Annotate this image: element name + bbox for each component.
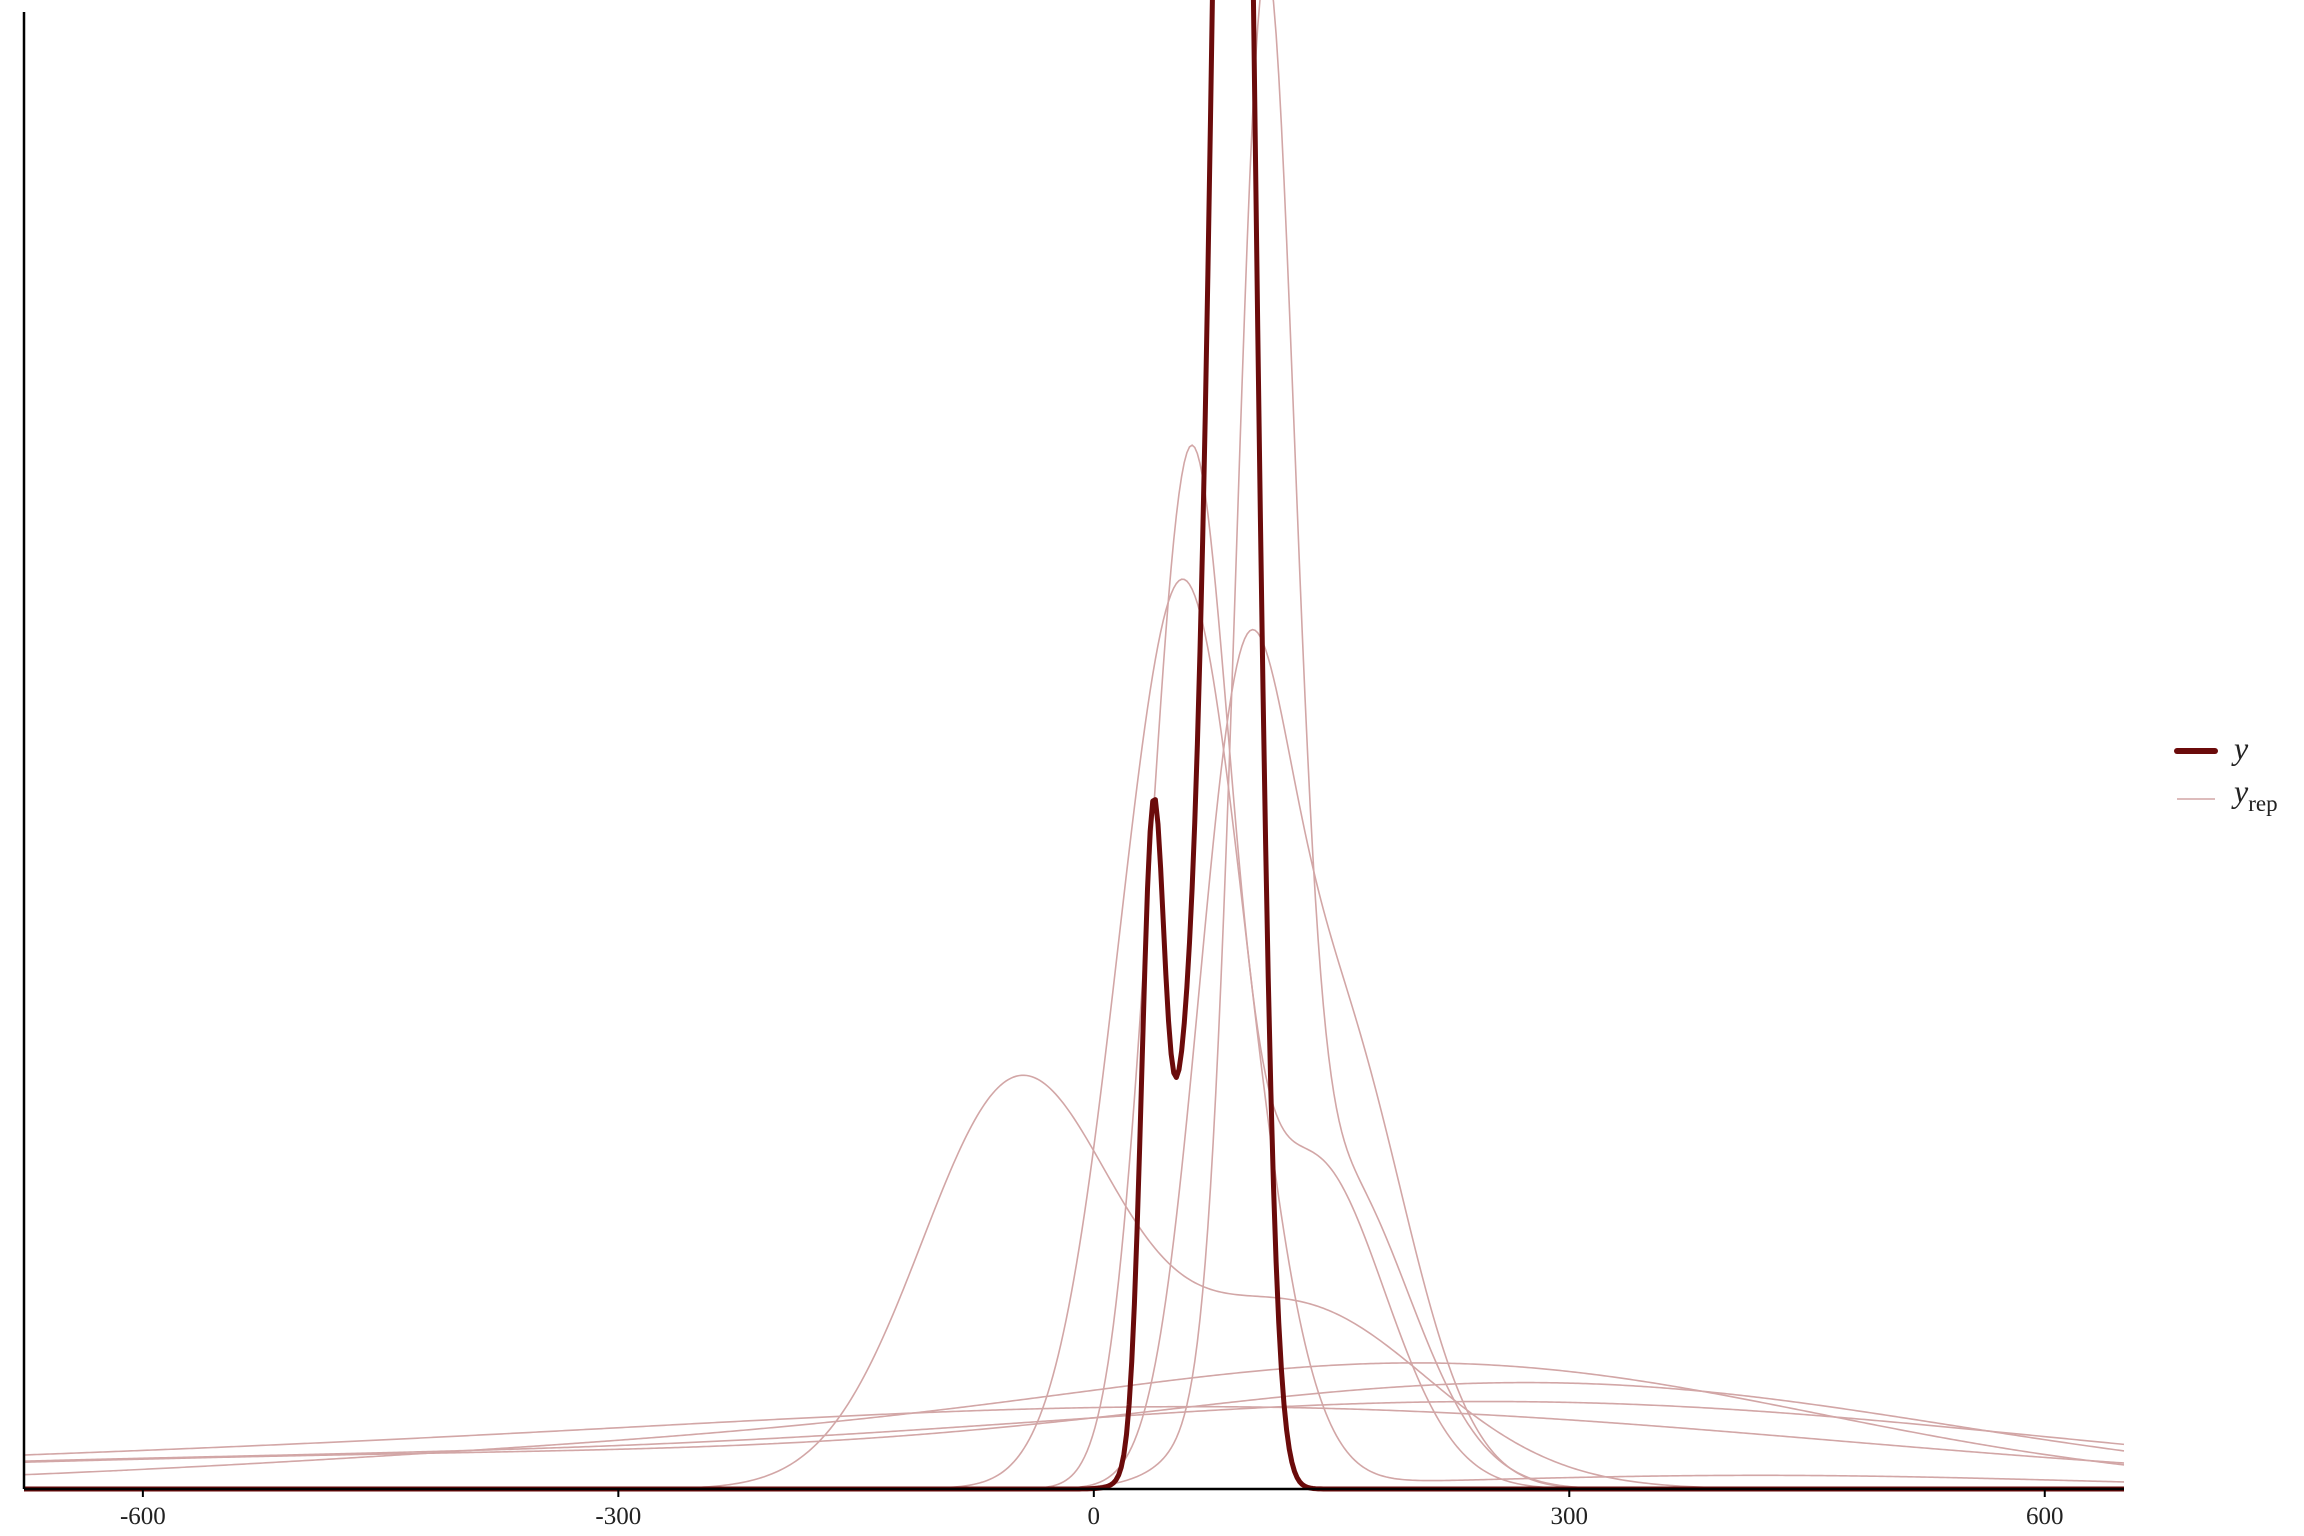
x-axis-ticks: -600 -300 0 300 600 [120,1489,2064,1530]
x-tick-label: -300 [595,1503,641,1530]
legend: y yrep [2174,730,2278,816]
y-series-group [24,0,2124,1492]
yrep-density-line-2 [24,444,2124,1490]
x-tick-label: 600 [2026,1503,2064,1530]
yrep-density-line-8 [23,1400,2125,1462]
yrep-density-line-4 [24,628,2124,1490]
yrep-density-line-9 [23,1405,2125,1464]
x-tick-label: 0 [1088,1503,1101,1530]
legend-label-y: y [2231,730,2249,766]
y-density-line [24,0,2124,1492]
x-tick-label: 300 [1551,1503,1589,1530]
yrep-density-line-3 [24,0,2124,1490]
legend-label-yrep-base: y [2231,773,2249,809]
legend-label-yrep: yrep [2231,773,2278,816]
yrep-density-line-1 [24,578,2125,1490]
yrep-density-line-6 [23,1362,2125,1476]
yrep-series-group [23,0,2125,1490]
legend-label-yrep-subscript: rep [2248,791,2277,816]
x-tick-label: -600 [120,1503,166,1530]
yrep-density-line-7 [23,1381,2125,1464]
